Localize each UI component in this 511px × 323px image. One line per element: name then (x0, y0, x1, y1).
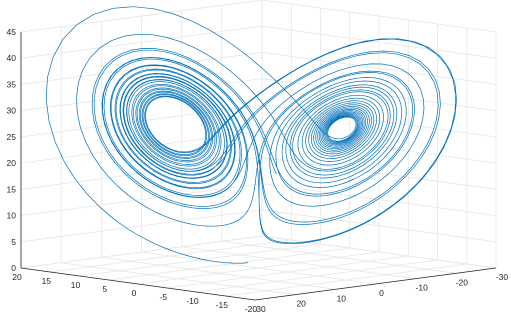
x-tick-label: -5 (160, 292, 168, 302)
x-tick-label: -10 (186, 296, 199, 306)
y-tick-label: -10 (416, 283, 429, 293)
z-tick-label: 10 (7, 211, 17, 221)
grid-line (61, 262, 296, 296)
z-tick-label: 15 (7, 184, 17, 194)
x-axis-ticks: 20 15 10 5 0 -5 -10 -15 -20 (12, 272, 257, 314)
series-line-lorenz-trajectory (45, 6, 457, 264)
x-tick-label: -20 (245, 304, 258, 314)
z-tick-label: 20 (7, 158, 17, 168)
axis-line (20, 267, 256, 301)
y-tick-label: -20 (456, 277, 469, 287)
y-tick-label: 10 (337, 293, 347, 303)
y-tick-label: 0 (379, 288, 384, 298)
y-axis-ticks: 30 20 10 0 -10 -20 -30 (256, 272, 508, 314)
y-tick-label: 30 (256, 304, 266, 314)
z-tick-label: 0 (11, 263, 16, 273)
z-tick-label: 25 (7, 132, 17, 142)
x-tick-label: 10 (71, 280, 81, 290)
grid-line (221, 240, 456, 274)
grid-line (141, 251, 376, 285)
grid-line (101, 256, 336, 290)
z-tick-label: 40 (7, 53, 17, 63)
y-tick-label: 20 (296, 299, 306, 309)
z-tick-label: 45 (7, 27, 17, 37)
axes (20, 32, 497, 301)
z-tick-label: 5 (11, 237, 16, 247)
axis-line (254, 267, 497, 301)
z-axis-ticks: 0 5 10 15 20 25 30 35 40 45 (7, 27, 17, 273)
y-tick-label: -30 (496, 272, 509, 282)
x-tick-label: 5 (102, 284, 107, 294)
x-tick-label: -15 (216, 300, 229, 310)
grid-lines (20, 0, 497, 301)
z-tick-label: 35 (7, 79, 17, 89)
x-tick-label: 15 (42, 276, 52, 286)
x-tick-label: 20 (12, 272, 22, 282)
x-tick-label: 0 (132, 288, 137, 298)
grid-line (181, 246, 416, 280)
z-tick-label: 30 (7, 106, 17, 116)
